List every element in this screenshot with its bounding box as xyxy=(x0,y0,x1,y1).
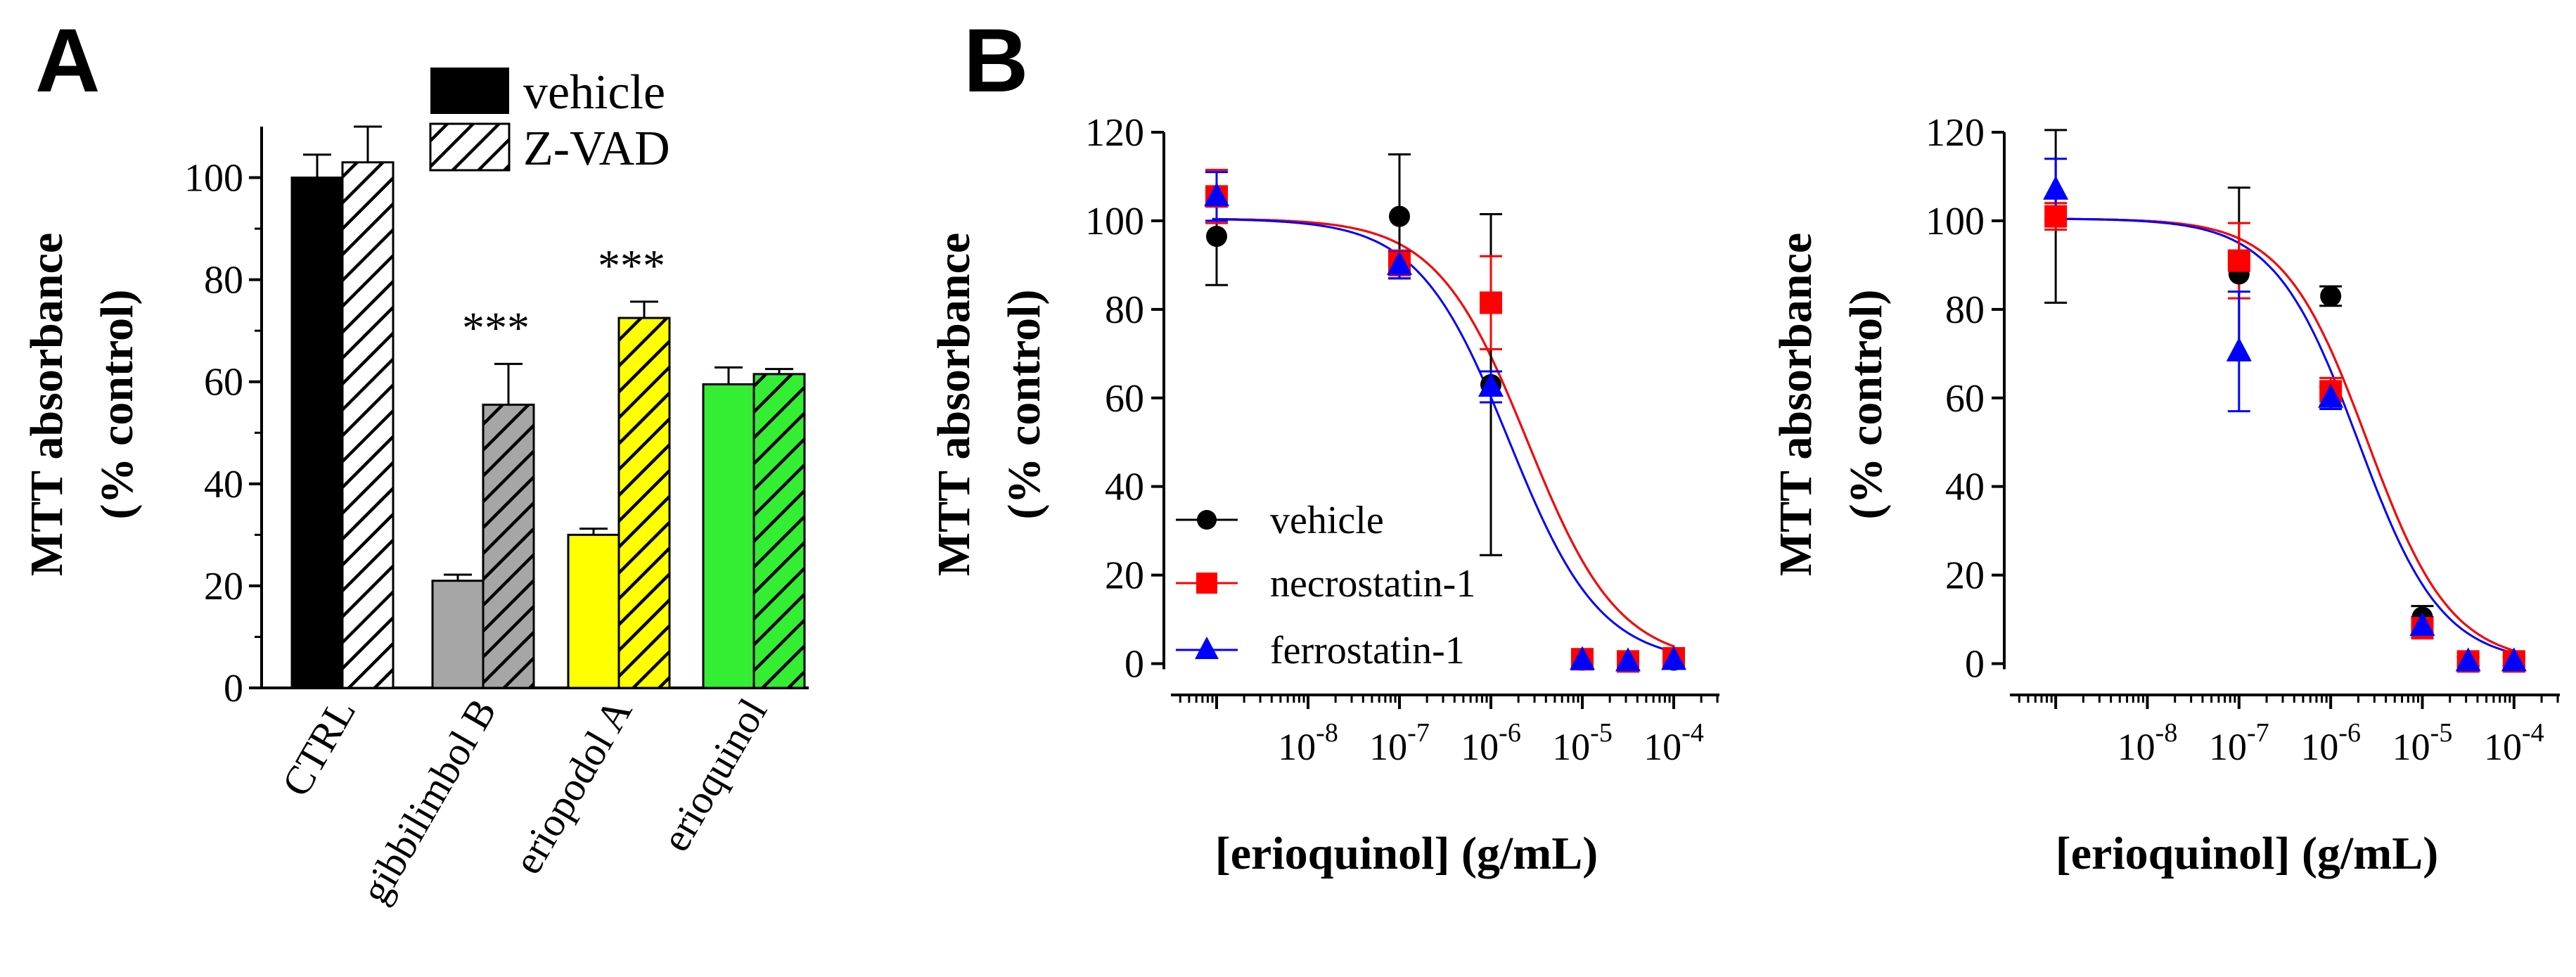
panel-a-ytick-label: 40 xyxy=(204,463,243,506)
panel-b2-ylabel-line2: (% control) xyxy=(1840,290,1892,520)
dose-response-panel-b1: MTT absorbance (% control) [erioquinol] … xyxy=(928,111,1719,879)
panel-b1-point-ferrostatin-1 xyxy=(1387,250,1412,275)
panel-a-ylabel-line1: MTT absorbance xyxy=(21,233,72,576)
panel-b1-ylabel-line1: MTT absorbance xyxy=(928,233,980,576)
panel-b1-ylabel-line2: (% control) xyxy=(999,290,1050,520)
panel-b2-xtick-label: 10-5 xyxy=(2392,718,2453,768)
bar-erioquinol-z-vad xyxy=(752,373,806,689)
panel-b1-fit-curve-ferrostatin-1 xyxy=(1212,218,1675,653)
panel-b2-point-ferrostatin-1 xyxy=(2501,647,2527,672)
bar-ctrl-vehicle xyxy=(290,177,344,689)
panel-b2-ytick-label: 80 xyxy=(1945,288,1985,332)
panel-b2-xlabel: [erioquinol] (g/mL) xyxy=(2056,828,2438,879)
legend-label-vehicle: vehicle xyxy=(1270,499,1384,542)
panel-b2-point-vehicle xyxy=(2320,285,2342,307)
panel-b1-xtick-label: 10-6 xyxy=(1461,718,1521,768)
panel-b2-xtick-label: 10-7 xyxy=(2209,718,2269,768)
legend-label-ferrostatin: ferrostatin-1 xyxy=(1270,629,1465,672)
bar-chart-panel-a: MTT absorbance (% control) vehicle Z-VAD… xyxy=(21,65,809,911)
panel-b1-xlabel: [erioquinol] (g/mL) xyxy=(1215,828,1598,879)
panel-b1-ytick-label: 60 xyxy=(1105,377,1144,421)
bar-ctrl-z-vad xyxy=(341,161,395,689)
panel-b1-legend: vehicle necrostatin-1 ferrostatin-1 xyxy=(1176,499,1475,672)
panel-a-letter: A xyxy=(35,11,100,111)
panel-a-ytick-label: 20 xyxy=(204,565,243,608)
panel-b2-ytick-label: 60 xyxy=(1945,377,1985,421)
panel-b1-ytick-label: 40 xyxy=(1105,466,1144,509)
panel-a-category-label: CTRL xyxy=(273,691,364,804)
legend-label-necrostatin: necrostatin-1 xyxy=(1270,562,1475,606)
panel-b1-point-vehicle xyxy=(1389,205,1410,227)
panel-b1-point-ferrostatin-1 xyxy=(1615,647,1641,672)
panel-b2-ytick-label: 20 xyxy=(1945,554,1985,598)
panel-b1-xtick-label: 10-8 xyxy=(1278,718,1338,768)
panel-b2-xtick-label: 10-6 xyxy=(2300,718,2361,768)
panel-b2-point-necrostatin-1 xyxy=(2227,249,2250,272)
panel-a-category-label: gibbilimbol B xyxy=(352,691,505,911)
legend-swatch-zvad xyxy=(429,122,511,172)
panel-b1-xtick-label: 10-5 xyxy=(1552,718,1613,768)
bar-gibbilimbol-b-vehicle xyxy=(431,580,485,689)
panel-b1-ytick-label: 0 xyxy=(1124,643,1144,687)
panel-b2-point-ferrostatin-1 xyxy=(2318,383,2344,408)
dose-response-panel-b2: MTT absorbance (% control) [erioquinol] … xyxy=(1770,111,2560,879)
panel-b2-xtick-label: 10-4 xyxy=(2484,718,2544,768)
panel-a-ylabel-line2: (% control) xyxy=(91,290,143,520)
panel-b2-xtick-label: 10-8 xyxy=(2117,718,2178,768)
panel-b2-point-ferrostatin-1 xyxy=(2409,612,2435,637)
panel-b2-ytick-label: 120 xyxy=(1925,111,1985,155)
panel-b1-fit-curve-necrostatin-1 xyxy=(1212,217,1675,648)
panel-b1-xtick-label: 10-4 xyxy=(1643,718,1704,768)
panel-b2-point-ferrostatin-1 xyxy=(2226,337,2252,362)
panel-a-legend: vehicle Z-VAD xyxy=(429,65,670,176)
panel-b1-point-ferrostatin-1 xyxy=(1570,646,1595,670)
panel-b2-fit-curve-ferrostatin-1 xyxy=(2051,217,2516,655)
bar-eriopodol-a-z-vad xyxy=(617,317,671,689)
panel-b1-point-necrostatin-1 xyxy=(1480,291,1502,314)
panel-b2-point-ferrostatin-1 xyxy=(2043,175,2069,200)
legend-marker-ferrostatin xyxy=(1195,637,1219,659)
panel-b1-ytick-label: 80 xyxy=(1105,288,1144,332)
panel-b1-ytick-label: 20 xyxy=(1105,554,1144,598)
panel-b2-ytick-label: 100 xyxy=(1925,200,1985,243)
panel-b2-ytick-label: 40 xyxy=(1945,466,1985,509)
legend-marker-necrostatin xyxy=(1196,573,1217,594)
bar-gibbilimbol-b-z-vad xyxy=(482,403,535,689)
legend-swatch-vehicle xyxy=(430,68,509,114)
panel-b1-point-ferrostatin-1 xyxy=(1204,182,1229,207)
significance-marker: *** xyxy=(598,241,665,290)
panel-b1-point-ferrostatin-1 xyxy=(1478,373,1504,397)
panel-b1-xtick-label: 10-7 xyxy=(1369,718,1430,768)
panel-a-ytick-label: 0 xyxy=(224,667,243,710)
panel-b2-point-ferrostatin-1 xyxy=(2455,647,2481,672)
panel-a-ytick-label: 80 xyxy=(204,259,243,302)
legend-label-vehicle: vehicle xyxy=(523,65,665,120)
panel-b1-point-ferrostatin-1 xyxy=(1661,646,1686,670)
panel-b2-point-necrostatin-1 xyxy=(2044,205,2068,228)
panel-b2-ylabel-line1: MTT absorbance xyxy=(1770,233,1821,576)
bar-erioquinol-vehicle xyxy=(702,383,755,689)
significance-marker: *** xyxy=(462,302,530,352)
panel-a-ytick-label: 60 xyxy=(204,361,243,404)
panel-a-ytick-label: 100 xyxy=(184,157,243,200)
panel-b1-ytick-label: 120 xyxy=(1085,111,1144,155)
panel-a-category-label: erioquinol xyxy=(653,691,776,859)
panel-b2-ytick-label: 0 xyxy=(1965,643,1985,687)
panel-b-letter: B xyxy=(963,11,1028,111)
legend-label-zvad: Z-VAD xyxy=(523,122,670,176)
panel-a-category-label: eriopodol A xyxy=(504,691,641,881)
panel-b1-ytick-label: 100 xyxy=(1085,200,1144,243)
bar-eriopodol-a-vehicle xyxy=(567,533,620,689)
legend-marker-vehicle xyxy=(1197,510,1217,530)
panel-b1-point-vehicle xyxy=(1206,225,1227,247)
